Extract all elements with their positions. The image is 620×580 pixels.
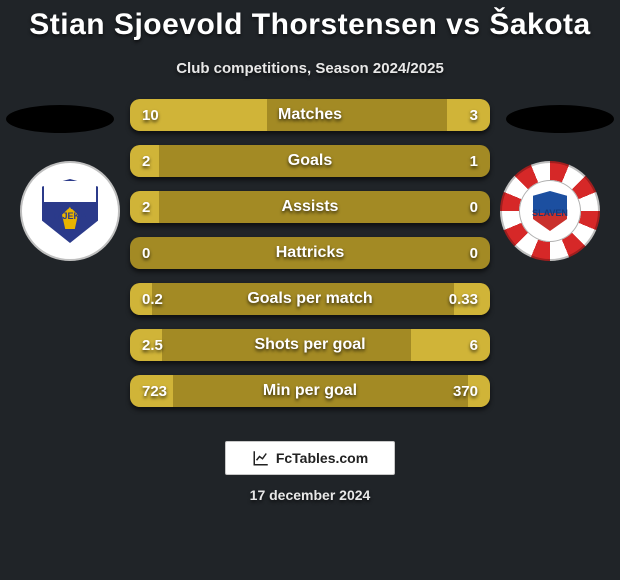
stat-row: 00Hattricks <box>130 237 490 269</box>
chart-icon <box>252 449 270 467</box>
stat-bars: 103Matches 21Goals 20Assists 00Hattricks 0.2… <box>130 99 490 407</box>
team-crest-right-label: SLAVEN <box>532 208 568 218</box>
brand-text: FcTables.com <box>276 450 368 466</box>
team-crest-left-label: HNKRIJEKA <box>53 201 86 221</box>
stat-row: 2.56Shots per goal <box>130 329 490 361</box>
comparison-arena: HNKRIJEKA SLAVEN 103Matches 21Goals 20Assi… <box>0 99 620 419</box>
stat-label: Assists <box>130 191 490 223</box>
stat-label: Goals per match <box>130 283 490 315</box>
team-crest-left: HNKRIJEKA <box>20 161 120 261</box>
page-subtitle: Club competitions, Season 2024/2025 <box>0 60 620 77</box>
footer-date: 17 december 2024 <box>0 487 620 503</box>
player-right-shadow <box>506 105 614 133</box>
page-title: Stian Sjoevold Thorstensen vs Šakota <box>0 0 620 42</box>
stat-row: 723370Min per goal <box>130 375 490 407</box>
brand-badge: FcTables.com <box>225 441 395 475</box>
stat-row: 21Goals <box>130 145 490 177</box>
stat-label: Min per goal <box>130 375 490 407</box>
player-left-shadow <box>6 105 114 133</box>
stat-label: Hattricks <box>130 237 490 269</box>
stat-row: 20Assists <box>130 191 490 223</box>
stat-label: Matches <box>130 99 490 131</box>
stat-row: 0.20.33Goals per match <box>130 283 490 315</box>
team-crest-right: SLAVEN <box>500 161 600 261</box>
stat-row: 103Matches <box>130 99 490 131</box>
stat-label: Shots per goal <box>130 329 490 361</box>
stat-label: Goals <box>130 145 490 177</box>
